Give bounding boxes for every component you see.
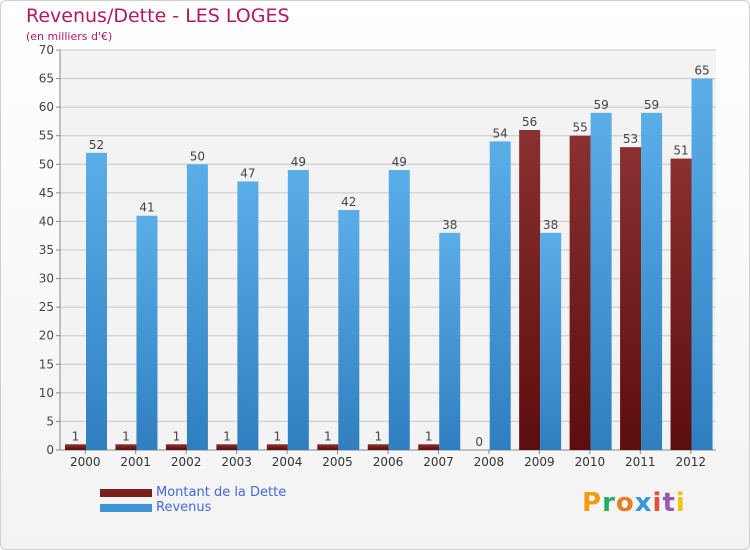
y-tick-label: 20: [39, 329, 54, 343]
data-label-revenus: 49: [392, 155, 407, 169]
y-tick-label: 65: [39, 72, 54, 86]
data-label-revenus: 65: [694, 64, 709, 78]
data-label-dette: 1: [324, 429, 332, 443]
x-tick-label: 2002: [171, 455, 202, 469]
bar-dette: [266, 444, 288, 450]
logo-letter: x: [634, 488, 653, 518]
bar-dette: [670, 158, 692, 451]
bar-revenus: [590, 112, 612, 450]
bar-dette: [367, 444, 389, 450]
bar-revenus: [439, 232, 461, 450]
data-label-revenus: 59: [644, 98, 659, 112]
x-tick-label: 2012: [675, 455, 706, 469]
y-tick-label: 55: [39, 129, 54, 143]
bar-revenus: [489, 141, 511, 450]
data-label-dette: 1: [122, 429, 130, 443]
x-tick-label: 2001: [120, 455, 151, 469]
bar-dette: [569, 135, 591, 450]
x-tick-label: 2011: [625, 455, 656, 469]
data-label-dette: 56: [522, 115, 537, 129]
data-label-revenus: 49: [291, 155, 306, 169]
bar-dette: [317, 444, 339, 450]
y-tick-label: 50: [39, 157, 54, 171]
bar-revenus: [136, 215, 158, 450]
proxiti-logo: Proxiti: [582, 488, 686, 518]
logo-letter: i: [652, 488, 663, 518]
data-label-dette: 51: [673, 144, 688, 158]
data-label-revenus: 50: [190, 149, 205, 163]
x-tick-label: 2010: [575, 455, 606, 469]
data-label-dette: 1: [173, 429, 181, 443]
data-label-dette: 1: [72, 429, 80, 443]
x-tick-label: 2004: [272, 455, 303, 469]
data-label-dette: 1: [223, 429, 231, 443]
legend-swatch-revenus: [100, 504, 152, 512]
data-label-revenus: 38: [442, 218, 457, 232]
logo-letter: t: [662, 488, 676, 518]
chart-subtitle: (en milliers d'€): [26, 30, 113, 43]
bar-revenus: [86, 152, 107, 450]
x-tick-label: 2005: [322, 455, 353, 469]
bar-revenus: [691, 78, 713, 451]
x-tick-label: 2007: [423, 455, 454, 469]
x-tick-label: 2009: [524, 455, 555, 469]
data-label-dette: 53: [623, 132, 638, 146]
data-label-dette: 1: [425, 429, 433, 443]
bar-dette: [519, 130, 541, 450]
data-label-dette: 1: [374, 429, 382, 443]
data-label-dette: 1: [274, 429, 282, 443]
chart-title: Revenus/Dette - LES LOGES: [26, 5, 290, 27]
y-tick-label: 10: [39, 386, 54, 400]
x-tick-label: 2006: [373, 455, 404, 469]
logo-letter: r: [602, 488, 616, 518]
y-tick-label: 60: [39, 100, 54, 114]
data-label-revenus: 38: [543, 218, 558, 232]
bar-dette: [165, 444, 187, 450]
x-tick-label: 2008: [474, 455, 505, 469]
y-tick-label: 35: [39, 243, 54, 257]
bar-dette: [115, 444, 137, 450]
bar-revenus: [540, 232, 562, 450]
legend-label-revenus: Revenus: [156, 500, 212, 515]
data-label-revenus: 54: [493, 126, 508, 140]
bar-dette: [216, 444, 238, 450]
data-label-revenus: 41: [139, 201, 154, 215]
data-label-dette: 55: [572, 121, 587, 135]
x-tick-label: 2000: [70, 455, 101, 469]
y-tick-label: 25: [39, 300, 54, 314]
data-label-revenus: 59: [593, 98, 608, 112]
y-tick-label: 5: [46, 414, 54, 428]
data-label-revenus: 42: [341, 195, 356, 209]
legend-label-dette: Montant de la Dette: [156, 485, 287, 500]
bar-dette: [65, 444, 86, 450]
bar-revenus: [186, 164, 208, 451]
bar-revenus: [287, 170, 309, 450]
y-tick-label: 15: [39, 357, 54, 371]
bar-dette: [620, 147, 642, 450]
y-tick-label: 40: [39, 214, 54, 228]
logo-letter: i: [675, 488, 686, 518]
data-label-revenus: 52: [89, 138, 104, 152]
y-tick-label: 45: [39, 186, 54, 200]
legend-swatch-dette: [100, 489, 152, 497]
bar-revenus: [237, 181, 259, 450]
y-tick-label: 70: [39, 43, 54, 57]
y-tick-label: 0: [46, 443, 54, 457]
bar-dette: [418, 444, 440, 450]
bar-revenus: [388, 170, 410, 450]
bar-revenus: [338, 210, 360, 450]
bar-revenus: [641, 112, 663, 450]
x-tick-label: 2003: [221, 455, 252, 469]
y-tick-label: 30: [39, 272, 54, 286]
data-label-dette: 0: [475, 435, 483, 449]
logo-letter: P: [582, 488, 603, 518]
data-label-revenus: 47: [240, 166, 255, 180]
logo-letter: o: [615, 488, 635, 518]
